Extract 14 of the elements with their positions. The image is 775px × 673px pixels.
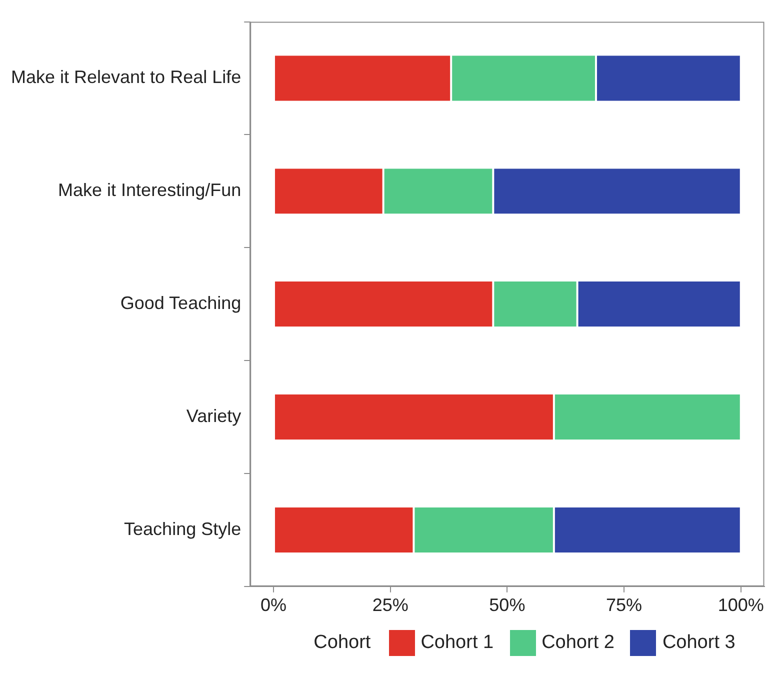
legend-label: Cohort 2 (542, 632, 614, 654)
legend-label: Cohort 3 (662, 632, 736, 654)
y-tick-label: Good Teaching (120, 293, 242, 314)
y-tick-label: Make it Relevant to Real Life (10, 67, 242, 88)
y-tick-label: Teaching Style (124, 518, 242, 539)
x-tick-label: 0% (260, 595, 286, 616)
y-tick-label: Variety (186, 406, 242, 426)
legend-label: Cohort 1 (420, 632, 494, 654)
x-tick-label: 75% (606, 595, 642, 616)
y-tick-label: Make it Interesting/Fun (58, 180, 242, 200)
x-tick-label: 50% (489, 595, 526, 616)
x-tick-label: 25% (372, 595, 408, 616)
legend-title: Cohort (314, 632, 371, 654)
x-tick-label: 100% (718, 595, 764, 616)
